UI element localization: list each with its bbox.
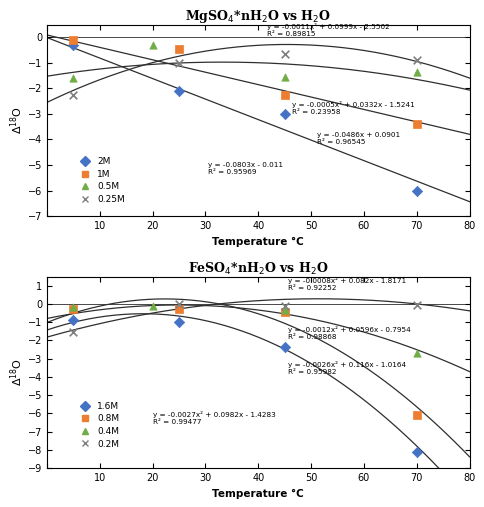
- Title: MgSO$_4$*nH$_2$O vs H$_2$O: MgSO$_4$*nH$_2$O vs H$_2$O: [185, 8, 332, 25]
- Point: [281, 302, 288, 310]
- Point: [149, 302, 156, 310]
- Point: [413, 187, 421, 195]
- Text: y = -0.0027x² + 0.0982x - 1.4283
R² = 0.99477: y = -0.0027x² + 0.0982x - 1.4283 R² = 0.…: [152, 411, 275, 425]
- Point: [281, 91, 288, 99]
- Y-axis label: $\Delta^{18}$O: $\Delta^{18}$O: [8, 106, 25, 134]
- Point: [281, 50, 288, 58]
- Point: [70, 91, 77, 99]
- Point: [175, 318, 183, 327]
- Legend: 2M, 1M, 0.5M, 0.25M: 2M, 1M, 0.5M, 0.25M: [73, 154, 128, 208]
- Point: [70, 36, 77, 44]
- Point: [413, 301, 421, 309]
- Text: y = -0.0486x + 0.0901
R² = 0.96545: y = -0.0486x + 0.0901 R² = 0.96545: [318, 132, 401, 145]
- Point: [281, 306, 288, 314]
- Point: [413, 68, 421, 76]
- Point: [281, 110, 288, 118]
- Text: y = -0.0011x² + 0.0999x - 2.5502
R² = 0.89815: y = -0.0011x² + 0.0999x - 2.5502 R² = 0.…: [267, 23, 390, 37]
- Point: [281, 73, 288, 81]
- Point: [175, 87, 183, 95]
- Point: [413, 56, 421, 64]
- Point: [70, 303, 77, 311]
- Point: [149, 41, 156, 49]
- Point: [281, 308, 288, 316]
- Point: [70, 305, 77, 313]
- X-axis label: Temperature °C: Temperature °C: [212, 236, 304, 246]
- Text: y = -0.0012x² + 0.0596x - 0.7954
R² = 0.98868: y = -0.0012x² + 0.0596x - 0.7954 R² = 0.…: [288, 327, 410, 340]
- X-axis label: Temperature °C: Temperature °C: [212, 489, 304, 499]
- Text: y = -0.0005x² + 0.0332x - 1.5241
R² = 0.23958: y = -0.0005x² + 0.0332x - 1.5241 R² = 0.…: [292, 101, 415, 115]
- Point: [70, 328, 77, 336]
- Legend: 1.6M, 0.8M, 0.4M, 0.2M: 1.6M, 0.8M, 0.4M, 0.2M: [73, 398, 123, 452]
- Y-axis label: $\Delta^{18}$O: $\Delta^{18}$O: [8, 358, 25, 386]
- Point: [70, 41, 77, 49]
- Point: [281, 343, 288, 351]
- Point: [175, 300, 183, 308]
- Point: [413, 448, 421, 456]
- Point: [70, 74, 77, 82]
- Point: [175, 305, 183, 313]
- Title: FeSO$_4$*nH$_2$O vs H$_2$O: FeSO$_4$*nH$_2$O vs H$_2$O: [188, 261, 329, 276]
- Point: [413, 120, 421, 128]
- Text: y = -0.0008x² + 0.082x - 1.8171
R² = 0.92252: y = -0.0008x² + 0.082x - 1.8171 R² = 0.9…: [288, 277, 406, 291]
- Point: [413, 349, 421, 357]
- Point: [175, 45, 183, 53]
- Point: [175, 59, 183, 67]
- Point: [70, 316, 77, 324]
- Text: y = -0.0803x - 0.011
R² = 0.95969: y = -0.0803x - 0.011 R² = 0.95969: [208, 162, 283, 175]
- Point: [413, 411, 421, 419]
- Text: y = -0.0026x² + 0.116x - 1.0164
R² = 0.95982: y = -0.0026x² + 0.116x - 1.0164 R² = 0.9…: [288, 361, 406, 375]
